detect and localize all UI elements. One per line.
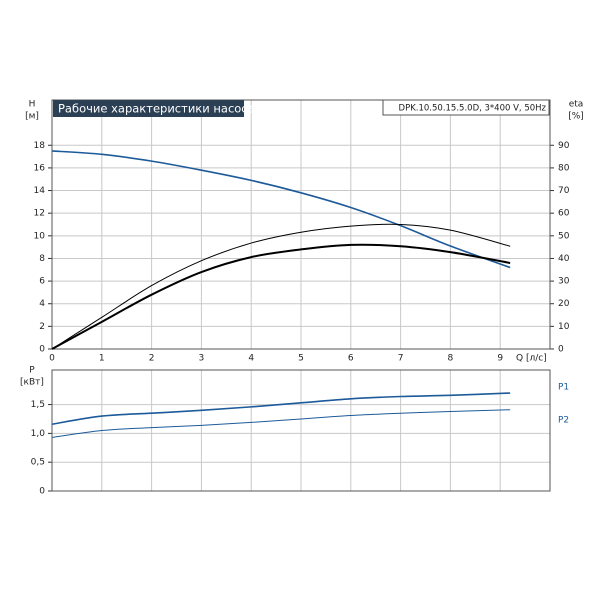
y2-tick-label: 10 <box>558 322 570 332</box>
y2-tick-label: 30 <box>558 277 570 287</box>
y-axis-label: H <box>29 100 36 110</box>
y2-tick-label: 70 <box>558 186 570 196</box>
series-line <box>51 409 511 438</box>
y-tick-label: 1,0 <box>31 429 46 439</box>
y-tick-label: 12 <box>34 209 45 219</box>
model-annotation: DPK.10.50.15.5.0D, 3*400 V, 50Hz <box>399 104 547 114</box>
model-box <box>382 99 550 116</box>
y-axis-unit: [м] <box>25 112 39 122</box>
y-tick-label: 8 <box>39 254 45 264</box>
chart-title: Рабочие характеристики насоса <box>58 102 255 116</box>
series-label: P1 <box>558 383 569 393</box>
x-axis-label: Q [л/с] <box>516 354 547 364</box>
y-tick-label: 0 <box>39 487 45 497</box>
plot-border <box>51 99 551 350</box>
y-tick-label: 14 <box>34 186 46 196</box>
y-tick-label: 10 <box>34 231 46 241</box>
x-tick-label: 1 <box>99 354 105 364</box>
y2-tick-label: 0 <box>558 345 564 355</box>
x-tick-label: 5 <box>298 354 304 364</box>
y-axis-unit: [кВт] <box>20 378 44 388</box>
x-tick-label: 2 <box>149 354 155 364</box>
x-tick-label: 6 <box>348 354 354 364</box>
series-line <box>51 243 511 350</box>
y2-axis-label: eta <box>569 100 584 110</box>
plot-border <box>51 369 551 492</box>
x-tick-label: 9 <box>497 354 503 364</box>
y-tick-label: 1,5 <box>31 400 45 410</box>
y-tick-label: 2 <box>39 322 45 332</box>
y-axis-label: P <box>29 366 35 376</box>
y-tick-label: 18 <box>34 141 46 151</box>
y-tick-label: 0 <box>39 345 45 355</box>
series-label: P2 <box>558 415 569 425</box>
y-tick-label: 16 <box>34 163 46 173</box>
y2-tick-label: 60 <box>558 209 570 219</box>
x-tick-label: 8 <box>448 354 454 364</box>
y2-tick-label: 40 <box>558 254 570 264</box>
y2-tick-label: 20 <box>558 299 570 309</box>
series-line <box>51 223 511 350</box>
y-tick-label: 4 <box>39 299 45 309</box>
y2-tick-label: 50 <box>558 231 570 241</box>
series-line <box>51 150 511 269</box>
title-box <box>53 100 244 117</box>
y2-axis-unit: [%] <box>568 112 584 122</box>
y2-tick-label: 90 <box>558 141 570 151</box>
x-tick-label: 3 <box>199 354 205 364</box>
y2-tick-label: 80 <box>558 163 570 173</box>
x-tick-label: 0 <box>49 354 55 364</box>
x-tick-label: 7 <box>398 354 404 364</box>
x-tick-label: 4 <box>248 354 254 364</box>
y-tick-label: 0,5 <box>31 458 45 468</box>
y-tick-label: 6 <box>39 277 45 287</box>
series-line <box>51 392 511 425</box>
